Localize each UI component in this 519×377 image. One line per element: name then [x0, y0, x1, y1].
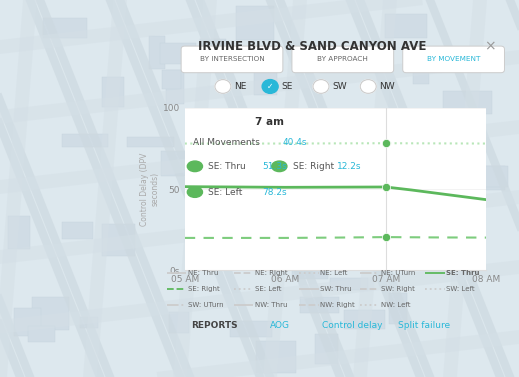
Text: NW: Thru: NW: Thru — [255, 302, 288, 308]
Text: BY MOVEMENT: BY MOVEMENT — [427, 57, 480, 63]
Bar — [162, 70, 181, 89]
Text: Split failure: Split failure — [398, 321, 450, 330]
Bar — [443, 91, 492, 114]
Bar — [315, 334, 338, 364]
Circle shape — [313, 80, 329, 93]
Circle shape — [262, 80, 278, 93]
Text: NE: UTurn: NE: UTurn — [381, 270, 415, 276]
Bar — [254, 71, 277, 95]
Bar — [186, 124, 222, 135]
Bar — [80, 317, 98, 328]
Text: 78.2s: 78.2s — [263, 188, 287, 196]
Bar — [62, 222, 93, 239]
Text: IRVINE BLVD & SAND CANYON AVE: IRVINE BLVD & SAND CANYON AVE — [198, 40, 426, 53]
Bar — [385, 14, 427, 38]
Circle shape — [215, 80, 231, 93]
Circle shape — [360, 80, 376, 93]
Bar — [169, 312, 189, 333]
Bar — [475, 166, 505, 190]
Bar — [300, 297, 339, 313]
Bar — [166, 70, 184, 104]
Bar — [62, 134, 108, 147]
Text: REPORTS: REPORTS — [191, 321, 238, 330]
Bar — [149, 36, 165, 69]
Text: SE: Left: SE: Left — [209, 188, 243, 196]
Text: SW: Thru: SW: Thru — [320, 286, 352, 292]
Bar — [230, 321, 272, 337]
Text: SE: Right: SE: Right — [293, 162, 334, 171]
Text: 7 am: 7 am — [255, 117, 284, 127]
Y-axis label: Control Delay (DPV
seconds): Control Delay (DPV seconds) — [141, 152, 160, 226]
Bar — [292, 267, 328, 279]
Text: 51.3s: 51.3s — [263, 162, 287, 171]
Bar — [330, 278, 368, 290]
Bar — [236, 6, 274, 40]
FancyBboxPatch shape — [292, 46, 394, 73]
Bar — [28, 326, 55, 342]
Bar — [189, 189, 206, 203]
Text: BY APPROACH: BY APPROACH — [317, 57, 368, 63]
Text: SW: Left: SW: Left — [446, 286, 475, 292]
Text: AOG: AOG — [270, 321, 290, 330]
Bar — [160, 43, 196, 64]
Text: 12.2s: 12.2s — [337, 162, 361, 171]
Bar — [344, 310, 385, 329]
Text: NW: NW — [379, 82, 395, 91]
Bar — [389, 293, 407, 324]
Text: NE: NE — [234, 82, 246, 91]
Bar — [102, 224, 135, 256]
Text: NW: Right: NW: Right — [320, 302, 355, 308]
Text: SW: Right: SW: Right — [381, 286, 415, 292]
Bar — [476, 166, 508, 187]
Text: SW: UTurn: SW: UTurn — [188, 302, 224, 308]
FancyBboxPatch shape — [181, 46, 283, 73]
Text: ✓: ✓ — [267, 82, 274, 91]
Point — [381, 140, 390, 146]
Bar — [102, 77, 124, 107]
Circle shape — [272, 161, 287, 172]
Bar — [32, 297, 69, 330]
Text: ×: × — [484, 40, 496, 54]
Text: 40.4s: 40.4s — [283, 138, 307, 147]
FancyBboxPatch shape — [403, 46, 504, 73]
Bar — [251, 166, 294, 190]
Bar — [270, 138, 305, 163]
Bar — [306, 225, 341, 243]
Point — [381, 234, 390, 240]
Bar — [221, 127, 250, 147]
Text: SW: SW — [332, 82, 347, 91]
Circle shape — [187, 187, 202, 198]
Point — [381, 184, 390, 190]
Text: BY INTERSECTION: BY INTERSECTION — [200, 57, 264, 63]
Text: SE: Thru: SE: Thru — [446, 270, 480, 276]
Text: NE: Thru: NE: Thru — [188, 270, 218, 276]
Bar — [8, 216, 30, 249]
Text: SE: Left: SE: Left — [255, 286, 281, 292]
Circle shape — [187, 161, 202, 172]
Text: SE: SE — [281, 82, 292, 91]
Bar — [256, 341, 296, 373]
Text: Control delay: Control delay — [322, 321, 382, 330]
Bar — [413, 54, 429, 84]
Bar — [43, 18, 87, 38]
Text: SE: Thru: SE: Thru — [209, 162, 246, 171]
Text: NE: Right: NE: Right — [255, 270, 288, 276]
Text: NW: Left: NW: Left — [381, 302, 410, 308]
Bar — [161, 151, 189, 176]
Bar — [448, 139, 476, 151]
Text: SE: Right: SE: Right — [188, 286, 220, 292]
Text: NE: Left: NE: Left — [320, 270, 348, 276]
Bar — [200, 39, 226, 50]
Bar — [127, 137, 174, 147]
Text: All Movements: All Movements — [193, 138, 260, 147]
Bar — [14, 308, 41, 336]
